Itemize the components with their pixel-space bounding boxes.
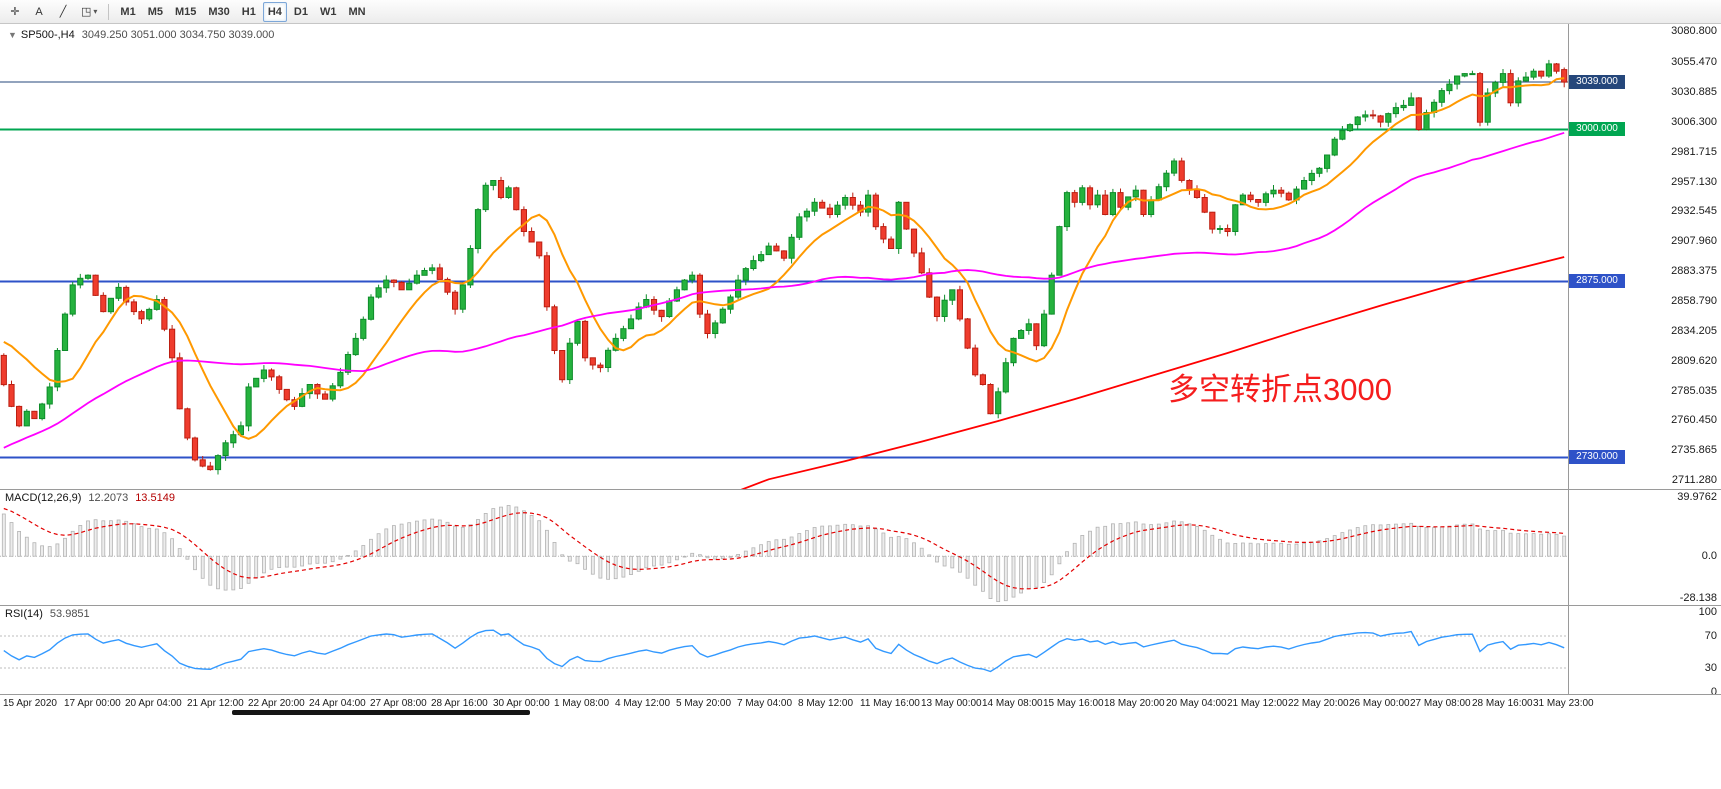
panel-separator[interactable]: [0, 489, 1721, 490]
crosshair-icon[interactable]: ✛: [10, 6, 20, 18]
timeframe-button-m1[interactable]: M1: [120, 5, 136, 18]
price-badge: 3039.000: [1569, 75, 1625, 89]
time-label: 22 Apr 20:00: [248, 698, 305, 709]
macd-indicator-area[interactable]: [0, 490, 1568, 605]
panel-separator: [0, 694, 1721, 695]
toolbar-separator: [108, 3, 110, 20]
dropdown-arrow-icon: ▾: [93, 7, 98, 16]
rsi-tick: 30: [1704, 662, 1717, 674]
price-tick: 2785.035: [1671, 385, 1717, 397]
time-label: 31 May 23:00: [1533, 698, 1594, 709]
time-label: 30 Apr 00:00: [493, 698, 550, 709]
horizontal-scrollbar-thumb[interactable]: [232, 710, 530, 715]
timeframe-button-mn[interactable]: MN: [348, 5, 366, 18]
rsi-label: RSI(14) 53.9851: [5, 608, 90, 620]
rsi-tick: 0: [1710, 686, 1717, 698]
price-tick: 3006.300: [1671, 116, 1717, 128]
timeframe-button-d1[interactable]: D1: [293, 5, 308, 18]
macd-label: MACD(12,26,9) 12.2073 13.5149: [5, 492, 175, 504]
time-label: 15 May 16:00: [1043, 698, 1104, 709]
price-tick: 2957.130: [1671, 176, 1717, 188]
time-label: 26 May 00:00: [1349, 698, 1410, 709]
time-label: 17 Apr 00:00: [64, 698, 121, 709]
rsi-tick: 70: [1704, 630, 1717, 642]
price-tick: 3055.470: [1671, 56, 1717, 68]
drawing-tools-group: ✛ A ╱ ◳ ▾: [3, 2, 103, 22]
time-label: 20 Apr 04:00: [125, 698, 182, 709]
price-axis: 3080.800 3055.470 3030.885 3006.300 2981.715…: [1568, 0, 1721, 698]
timeframe-group: M1 M5 M15 M30 H1 H4 D1 W1 MN: [114, 1, 371, 22]
text-label-icon[interactable]: A: [35, 5, 43, 18]
time-label: 7 May 04:00: [737, 698, 793, 709]
macd-tick: 0.0: [1701, 550, 1717, 562]
main-chart-area[interactable]: [0, 24, 1568, 490]
time-label: 28 May 16:00: [1472, 698, 1533, 709]
time-label: 4 May 12:00: [615, 698, 671, 709]
price-tick: 3080.800: [1671, 25, 1717, 37]
price-tick: 2907.960: [1671, 235, 1717, 247]
price-tick: 2711.280: [1671, 474, 1717, 486]
rsi-indicator-area[interactable]: [0, 606, 1568, 694]
price-tick: 2858.790: [1671, 295, 1717, 307]
time-label: 27 May 08:00: [1410, 698, 1471, 709]
time-label: 15 Apr 2020: [3, 698, 57, 709]
price-tick: 2760.450: [1671, 414, 1717, 426]
price-tick: 2735.865: [1671, 444, 1717, 456]
macd-main-value: 12.2073: [88, 492, 129, 504]
time-label: 21 Apr 12:00: [187, 698, 244, 709]
panel-separator[interactable]: [0, 605, 1721, 606]
time-label: 27 Apr 08:00: [370, 698, 427, 709]
price-badge: 3000.000: [1569, 122, 1625, 136]
time-label: 21 May 12:00: [1227, 698, 1288, 709]
ohlc-values-text: 3049.250 3051.000 3034.750 3039.000: [81, 29, 275, 41]
time-label: 13 May 00:00: [921, 698, 982, 709]
time-label: 14 May 08:00: [982, 698, 1043, 709]
time-label: 1 May 08:00: [554, 698, 610, 709]
price-axis-border: [1568, 24, 1569, 695]
time-label: 28 Apr 16:00: [431, 698, 488, 709]
time-label: 8 May 12:00: [798, 698, 854, 709]
macd-tick: -28.138: [1679, 592, 1717, 604]
price-badge: 2875.000: [1569, 274, 1625, 288]
time-label: 24 Apr 04:00: [309, 698, 366, 709]
time-label: 18 May 20:00: [1104, 698, 1165, 709]
price-tick: 3030.885: [1671, 86, 1717, 98]
time-label: 22 May 20:00: [1288, 698, 1349, 709]
price-tick: 2809.620: [1671, 355, 1717, 367]
chart-symbol-label: ▼ SP500-,H4 3049.250 3051.000 3034.750 303…: [8, 29, 274, 41]
timeframe-button-h4[interactable]: H4: [262, 1, 287, 22]
rsi-value: 53.9851: [49, 608, 90, 620]
time-label: 5 May 20:00: [676, 698, 732, 709]
time-label: 20 May 04:00: [1166, 698, 1227, 709]
collapse-triangle-icon[interactable]: ▼: [8, 30, 17, 40]
price-tick: 2981.715: [1671, 146, 1717, 158]
timeframe-button-m5[interactable]: M5: [147, 5, 163, 18]
timeframe-button-w1[interactable]: W1: [319, 5, 337, 18]
shapes-dropdown-icon[interactable]: ◳ ▾: [81, 6, 98, 18]
symbol-timeframe-text: SP500-,H4: [20, 29, 75, 41]
macd-name: MACD(12,26,9): [5, 492, 82, 504]
timeframe-button-m15[interactable]: M15: [174, 5, 197, 18]
trendline-icon[interactable]: ╱: [59, 6, 67, 18]
macd-signal-value: 13.5149: [135, 492, 175, 504]
rsi-name: RSI(14): [5, 608, 43, 620]
price-tick: 2883.375: [1671, 265, 1717, 277]
time-label: 11 May 16:00: [860, 698, 920, 709]
timeframe-button-h1[interactable]: H1: [241, 5, 256, 18]
toolbar: ✛ A ╱ ◳ ▾ M1 M5 M15 M30 H1 H4 D1 W1 MN: [0, 0, 1721, 24]
timeframe-button-m30[interactable]: M30: [208, 5, 230, 18]
price-tick: 2932.545: [1671, 205, 1717, 217]
price-tick: 2834.205: [1671, 325, 1717, 337]
rsi-tick: 100: [1698, 606, 1717, 618]
macd-tick: 39.9762: [1677, 491, 1717, 503]
price-badge: 2730.000: [1569, 450, 1625, 464]
chart-annotation-text: 多空转折点3000: [1168, 372, 1392, 407]
